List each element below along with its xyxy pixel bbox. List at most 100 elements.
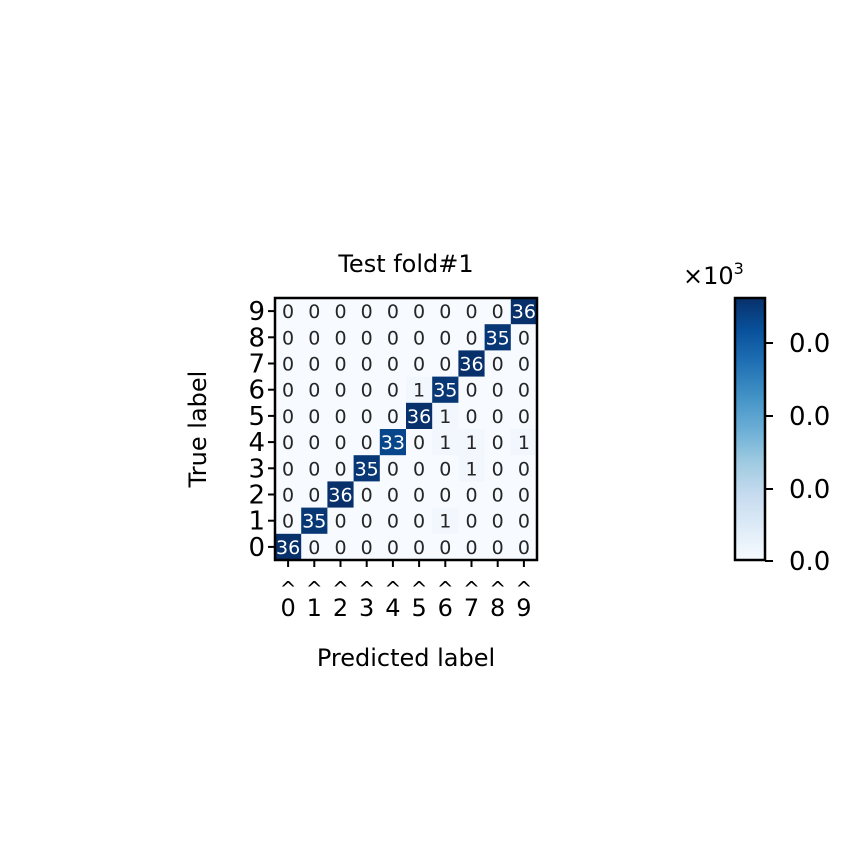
heatmap-cell xyxy=(484,350,512,377)
heatmap-cell xyxy=(327,376,354,404)
cell-value-label: 1 xyxy=(518,432,530,454)
cell-value-label: 36 xyxy=(276,537,300,559)
x-tick-label: 4 xyxy=(385,594,400,622)
heatmap-cell xyxy=(301,481,328,508)
cell-value-label: 0 xyxy=(308,380,320,402)
heatmap-cell xyxy=(406,455,433,482)
heatmap-cell xyxy=(353,350,381,377)
heatmap-cell xyxy=(432,324,459,351)
heatmap-cell xyxy=(275,429,302,456)
cell-value-label: 0 xyxy=(439,301,451,323)
cell-value-label: 0 xyxy=(308,354,320,376)
heatmap-cell xyxy=(406,298,433,325)
heatmap-cell xyxy=(406,507,433,535)
cell-value-label: 0 xyxy=(387,458,399,480)
heatmap-cell xyxy=(510,298,538,325)
heatmap-cell xyxy=(275,324,302,351)
x-tick-accent: ^ xyxy=(411,577,428,601)
cell-value-label: 0 xyxy=(518,485,530,507)
y-tick-label: 7 xyxy=(248,350,265,380)
x-tick-label: 7 xyxy=(464,594,479,622)
cell-value-label: 0 xyxy=(334,406,346,428)
heatmap-cell xyxy=(484,324,512,351)
x-tick-label: 8 xyxy=(490,594,505,622)
colorbar-scale-label: ×103 xyxy=(683,259,744,290)
cell-value-label: 0 xyxy=(334,301,346,323)
heatmap-cell xyxy=(301,298,328,325)
cell-value-label: 0 xyxy=(439,354,451,376)
heatmap-cell xyxy=(406,533,433,561)
cell-value-label: 1 xyxy=(439,511,451,533)
cell-value-label: 0 xyxy=(465,406,477,428)
heatmap-cell xyxy=(379,376,407,404)
cell-value-label: 0 xyxy=(334,327,346,349)
cell-value-label: 0 xyxy=(413,458,425,480)
cell-value-label: 0 xyxy=(387,327,399,349)
cell-value-label: 0 xyxy=(282,511,294,533)
cell-value-label: 0 xyxy=(308,301,320,323)
cell-value-label: 0 xyxy=(492,458,504,480)
heatmap-cell xyxy=(301,402,328,430)
heatmap-cell xyxy=(327,533,354,561)
cell-value-label: 0 xyxy=(465,537,477,559)
heatmap-cell xyxy=(353,376,381,404)
heatmap-cell xyxy=(353,429,381,456)
heatmap-cell xyxy=(275,533,302,561)
cell-value-label: 33 xyxy=(381,432,405,454)
cell-value-label: 36 xyxy=(512,301,536,323)
cell-value-label: 0 xyxy=(361,354,373,376)
heatmap-cell xyxy=(301,507,328,535)
cell-value-label: 0 xyxy=(413,327,425,349)
cell-value-label: 0 xyxy=(387,380,399,402)
cell-value-label: 0 xyxy=(282,458,294,480)
x-axis-label: Predicted label xyxy=(317,644,495,672)
y-tick-label: 4 xyxy=(248,428,265,458)
heatmap-cell xyxy=(510,455,538,482)
heatmap-cell xyxy=(510,402,538,430)
cell-value-label: 0 xyxy=(465,301,477,323)
x-tick-accent: ^ xyxy=(489,577,506,601)
heatmap-cell xyxy=(379,324,407,351)
cell-value-label: 0 xyxy=(308,485,320,507)
cell-value-label: 0 xyxy=(518,458,530,480)
heatmap-cell xyxy=(406,481,433,508)
x-tick-accent: ^ xyxy=(385,577,402,601)
x-tick-accent: ^ xyxy=(306,577,323,601)
cell-value-label: 0 xyxy=(492,380,504,402)
cell-value-label: 36 xyxy=(407,406,431,428)
heatmap-cell xyxy=(275,507,302,535)
heatmap-cell xyxy=(406,402,433,430)
x-tick-accent: ^ xyxy=(280,577,297,601)
heatmap-cell xyxy=(301,533,328,561)
heatmap-cell xyxy=(353,507,381,535)
heatmap-cell xyxy=(484,376,512,404)
cell-value-label: 0 xyxy=(465,511,477,533)
colorbar-tick-label: 0.0 xyxy=(789,329,830,359)
heatmap-cell xyxy=(406,376,433,404)
heatmap-cell xyxy=(484,533,512,561)
heatmap-cell xyxy=(432,429,459,456)
heatmap-cell xyxy=(484,481,512,508)
colorbar: 0.0 0.0 0.0 0.0 ×103 xyxy=(683,259,830,577)
heatmap-cell xyxy=(458,350,485,377)
y-tick-label: 1 xyxy=(248,507,265,537)
colorbar-tick-label: 0.0 xyxy=(789,475,830,505)
cell-value-label: 36 xyxy=(328,485,352,507)
x-tick-accent: ^ xyxy=(463,577,480,601)
heatmap-cell-labels: 0 0 0 0 0 0 0 0 0 360 0 0 0 0 0 0 0 35 00 0 0 0 0 0 0 36 0 00 0 0 0 0 1 3… xyxy=(276,301,536,559)
cell-value-label: 0 xyxy=(439,458,451,480)
cell-value-label: 0 xyxy=(387,406,399,428)
heatmap-cell xyxy=(327,298,354,325)
cell-value-label: 0 xyxy=(492,537,504,559)
heatmap-cell xyxy=(379,298,407,325)
cell-value-label: 1 xyxy=(413,380,425,402)
cell-value-label: 0 xyxy=(308,327,320,349)
cell-value-label: 0 xyxy=(308,458,320,480)
heatmap-cell xyxy=(484,429,512,456)
x-tick-label: 6 xyxy=(438,594,453,622)
cell-value-label: 0 xyxy=(518,354,530,376)
heatmap-cell xyxy=(484,455,512,482)
cell-value-label: 0 xyxy=(413,354,425,376)
cell-value-label: 1 xyxy=(439,406,451,428)
